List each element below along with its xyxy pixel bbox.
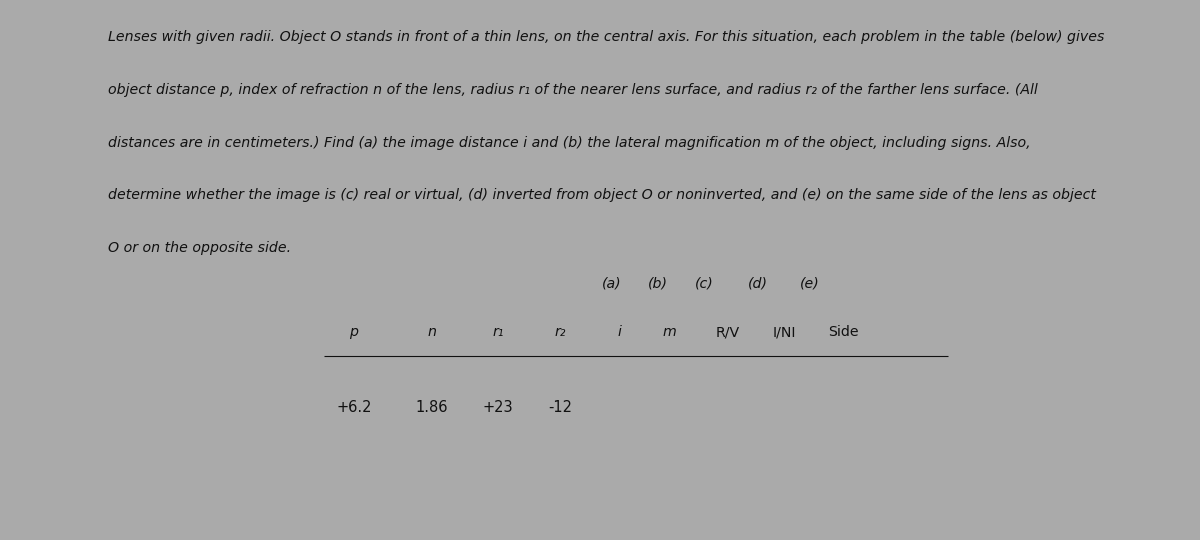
- Text: Side: Side: [828, 325, 859, 339]
- Text: 1.86: 1.86: [415, 400, 449, 415]
- Text: m: m: [662, 325, 677, 339]
- Text: i: i: [617, 325, 622, 339]
- Text: O or on the opposite side.: O or on the opposite side.: [108, 241, 292, 255]
- Text: R/V: R/V: [715, 325, 739, 339]
- Text: (d): (d): [749, 276, 768, 291]
- Text: I/NI: I/NI: [773, 325, 797, 339]
- Text: n: n: [427, 325, 437, 339]
- Text: determine whether the image is (c) real or virtual, (d) inverted from object O o: determine whether the image is (c) real …: [108, 188, 1096, 202]
- Text: +6.2: +6.2: [336, 400, 372, 415]
- Text: Lenses with given radii. Object O stands in front of a thin lens, on the central: Lenses with given radii. Object O stands…: [108, 30, 1104, 44]
- Text: (e): (e): [800, 276, 820, 291]
- Text: distances are in centimeters.) Find (a) the image distance i and (b) the lateral: distances are in centimeters.) Find (a) …: [108, 136, 1031, 150]
- Text: (c): (c): [695, 276, 714, 291]
- Text: p: p: [349, 325, 359, 339]
- Text: object distance p, index of refraction n of the lens, radius r₁ of the nearer le: object distance p, index of refraction n…: [108, 83, 1038, 97]
- Text: -12: -12: [548, 400, 572, 415]
- Text: (b): (b): [648, 276, 667, 291]
- Text: (a): (a): [602, 276, 622, 291]
- Text: r₁: r₁: [492, 325, 504, 339]
- Text: r₂: r₂: [554, 325, 566, 339]
- Text: +23: +23: [482, 400, 514, 415]
